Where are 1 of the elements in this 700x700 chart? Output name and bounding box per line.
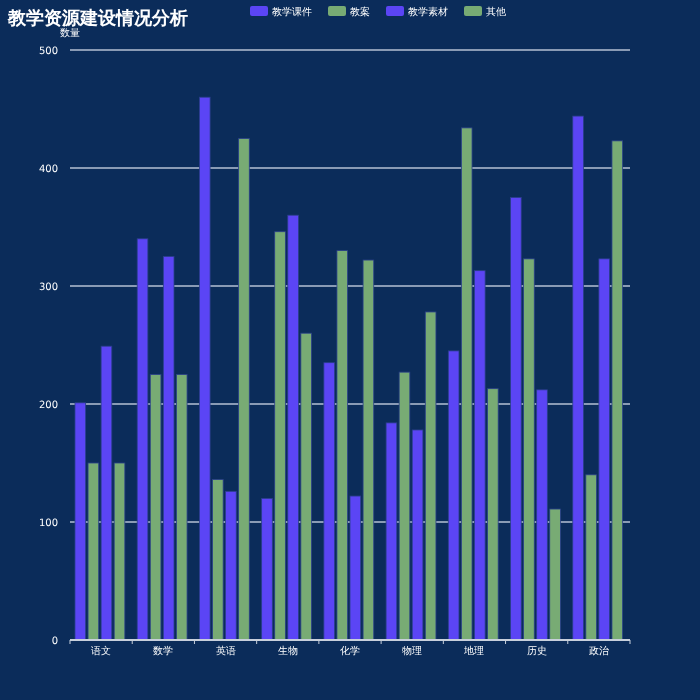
chart-title: 教学资源建设情况分析 — [6, 8, 188, 30]
